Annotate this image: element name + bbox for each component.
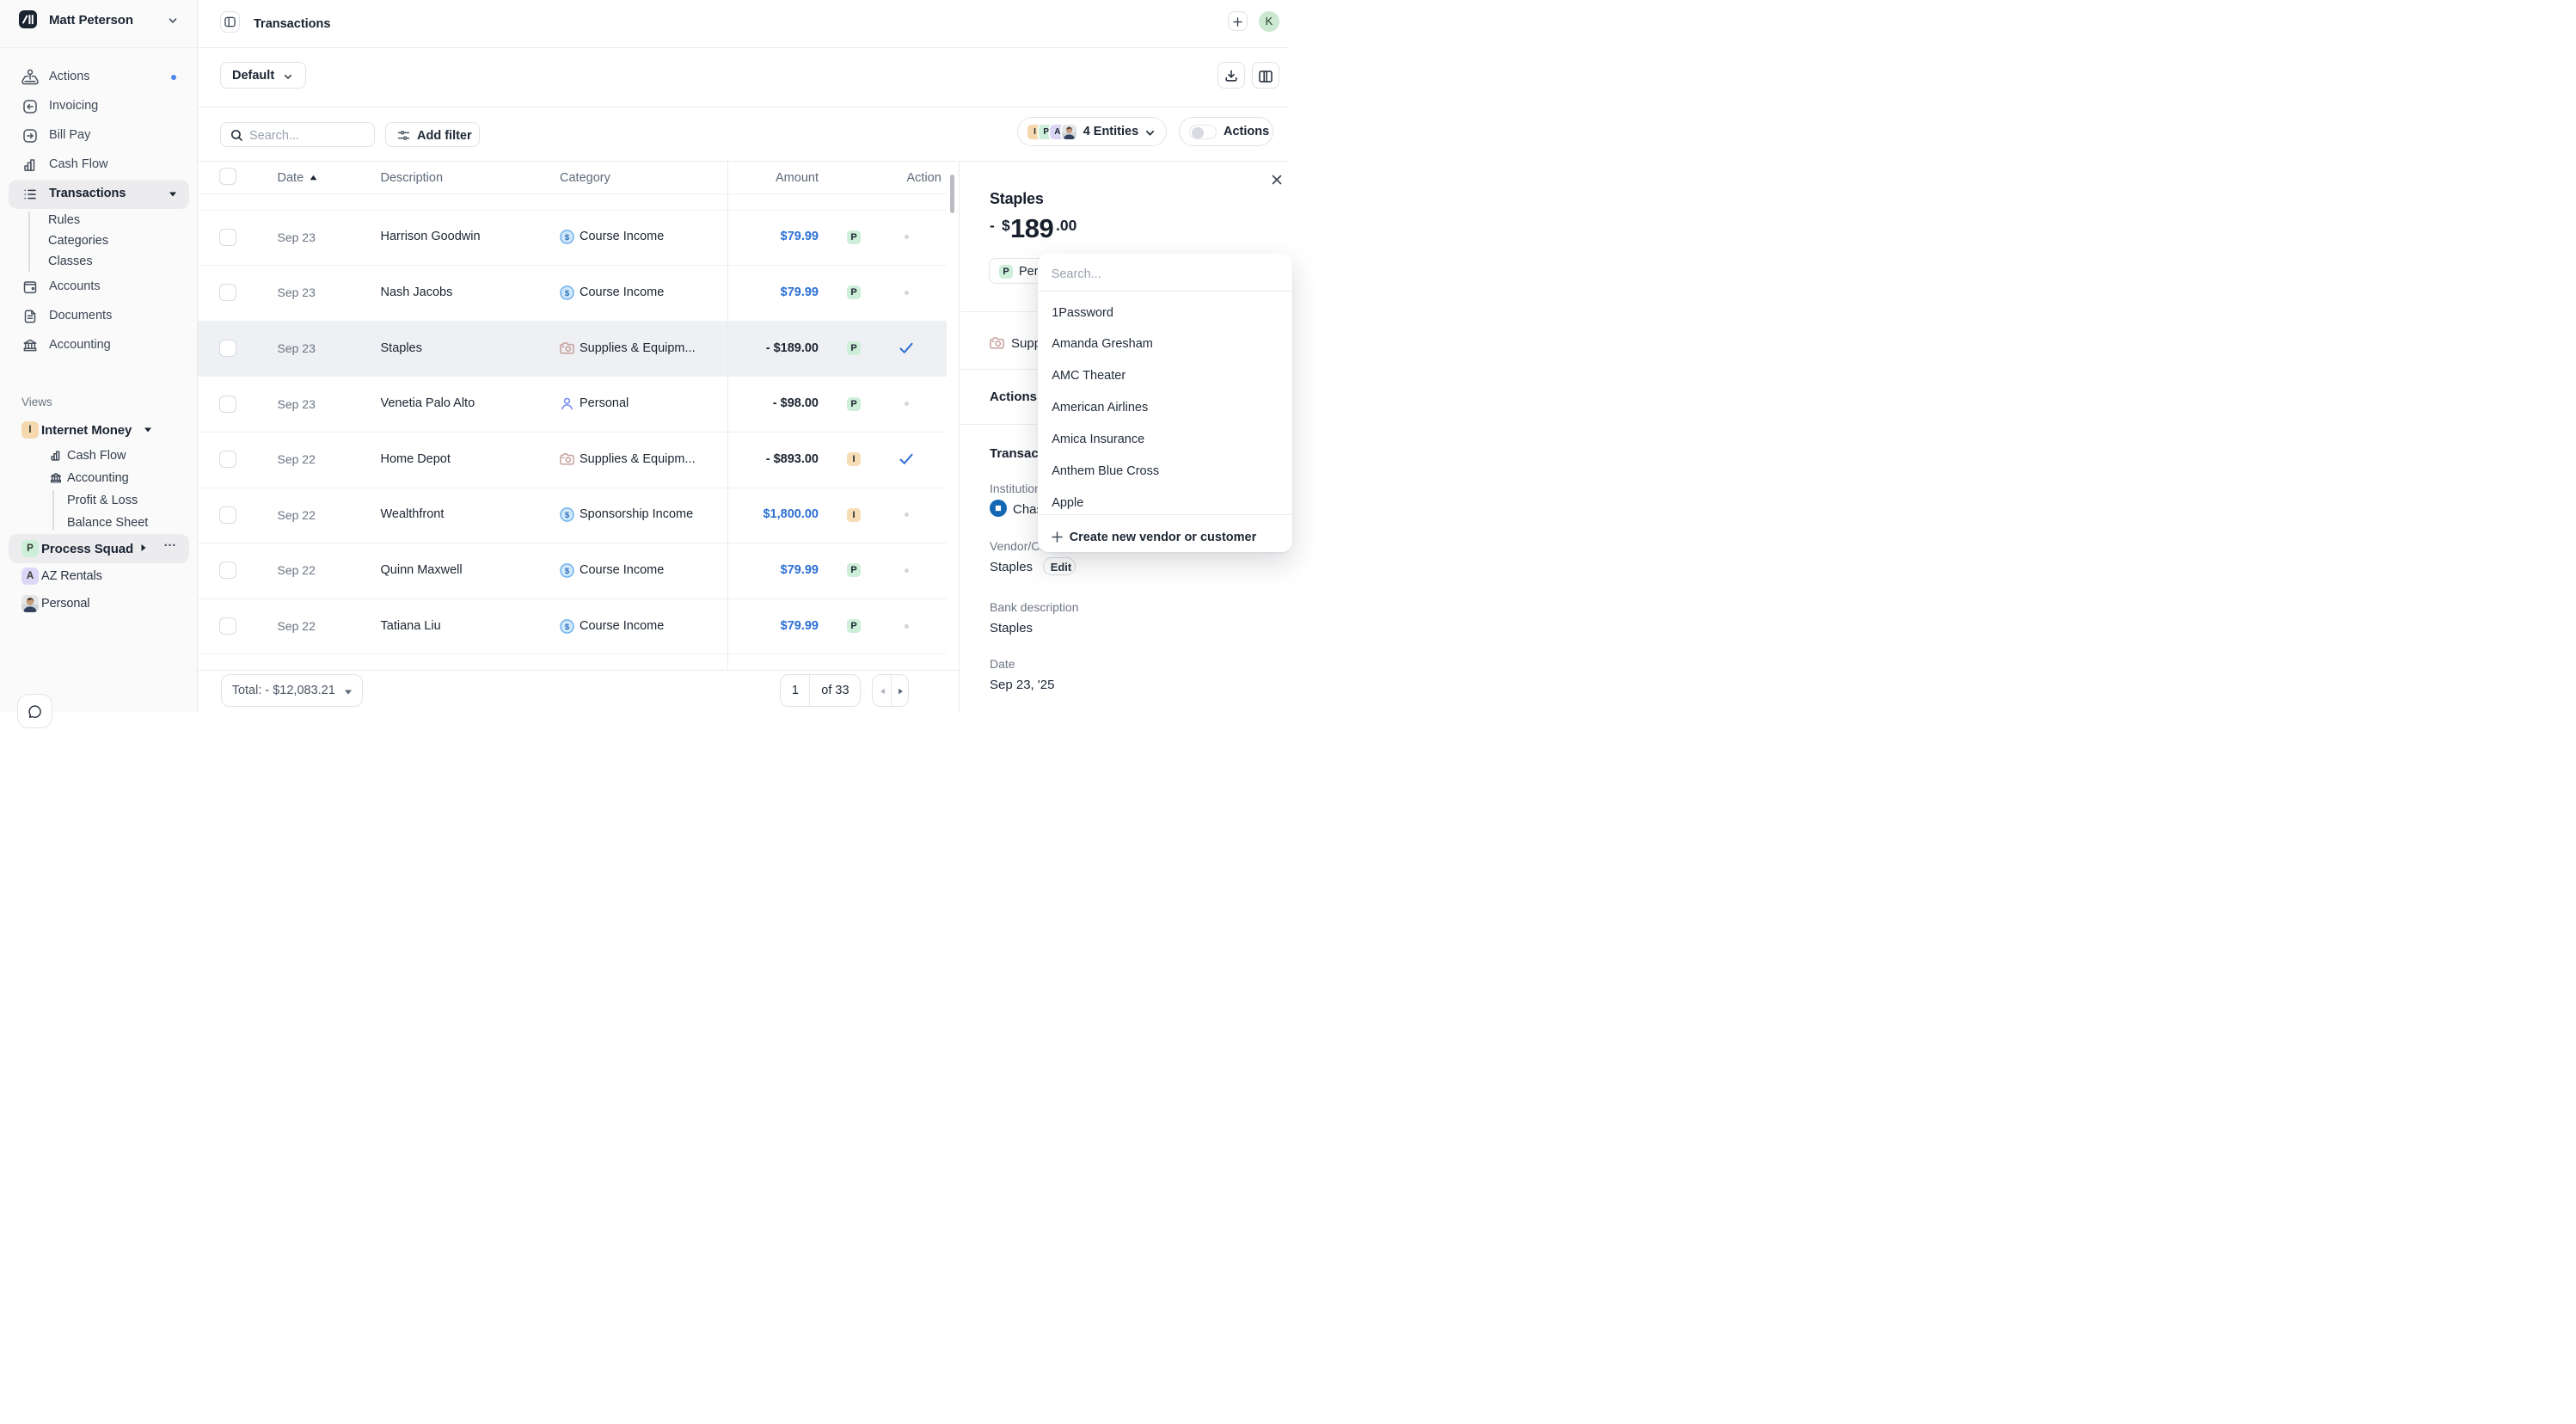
svg-text:$: $ bbox=[565, 511, 570, 520]
svg-text:$: $ bbox=[565, 623, 570, 632]
svg-text:$: $ bbox=[565, 567, 570, 576]
svg-text:$: $ bbox=[565, 233, 570, 242]
svg-text:$: $ bbox=[565, 289, 570, 298]
